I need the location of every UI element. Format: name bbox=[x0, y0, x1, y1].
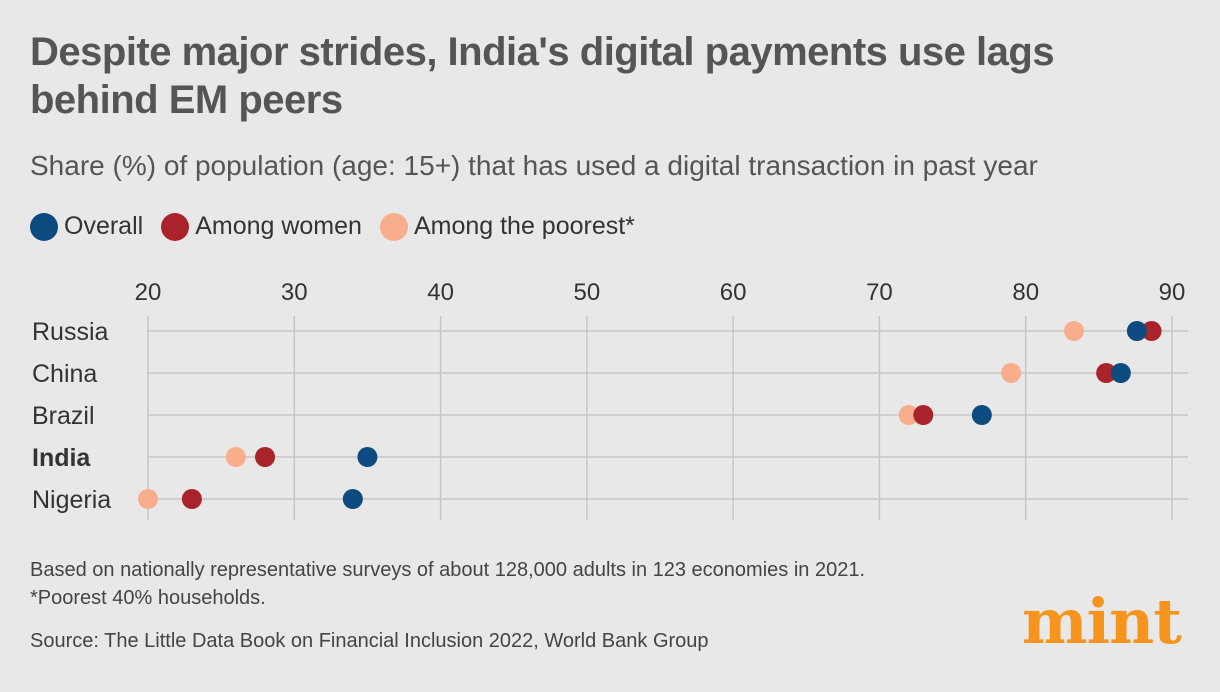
legend-label-poorest: Among the poorest* bbox=[413, 212, 635, 240]
x-tick-label-30: 30 bbox=[281, 279, 308, 306]
legend-swatch-poorest bbox=[379, 212, 408, 241]
x-tick-label-20: 20 bbox=[135, 279, 162, 306]
legend-label-overall: Overall bbox=[64, 212, 144, 240]
dot-plot-chart: 20 30 40 50 60 70 80 90 Russia China Brazil India Ni… bbox=[32, 279, 1188, 520]
dot-overall-india bbox=[357, 447, 378, 467]
dot-poorest-nigeria bbox=[138, 489, 158, 509]
legend-swatch-women bbox=[161, 212, 190, 241]
legend-item-women: Among women bbox=[161, 212, 362, 241]
x-tick-label-70: 70 bbox=[866, 279, 893, 306]
chart-title: Despite major strides, India's digital p… bbox=[30, 30, 1055, 122]
dot-overall-russia bbox=[1126, 321, 1147, 341]
footnote-line-2: *Poorest 40% households. bbox=[30, 587, 266, 609]
source-text: Source: The Little Data Book on Financia… bbox=[30, 630, 709, 652]
dot-women-nigeria bbox=[181, 489, 202, 509]
category-label-nigeria: Nigeria bbox=[32, 486, 111, 514]
footnote-line-1: Based on nationally representative surve… bbox=[30, 559, 865, 581]
dot-overall-china bbox=[1110, 363, 1131, 383]
legend-item-poorest: Among the poorest* bbox=[379, 212, 635, 241]
dot-overall-brazil bbox=[971, 405, 992, 425]
dot-women-china bbox=[1096, 363, 1117, 383]
legend-swatch-overall bbox=[30, 212, 58, 241]
dot-women-india bbox=[255, 447, 276, 467]
x-tick-label-40: 40 bbox=[427, 279, 454, 306]
x-tick-label-50: 50 bbox=[574, 279, 601, 306]
dot-poorest-brazil bbox=[898, 405, 919, 425]
x-tick-label-60: 60 bbox=[720, 279, 747, 306]
dot-poorest-india bbox=[225, 447, 246, 467]
category-label-india: India bbox=[32, 444, 91, 472]
x-tick-label-80: 80 bbox=[1012, 279, 1039, 306]
footnote: Based on nationally representative surve… bbox=[30, 556, 865, 612]
legend-item-overall: Overall bbox=[30, 212, 143, 241]
dot-poorest-china bbox=[1001, 363, 1022, 383]
category-label-brazil: Brazil bbox=[32, 402, 95, 430]
legend: Overall Among women Among the poorest* bbox=[30, 212, 653, 241]
category-label-russia: Russia bbox=[32, 318, 109, 346]
dot-women-brazil bbox=[913, 405, 934, 425]
mint-logo: mint bbox=[1022, 585, 1182, 658]
dot-overall-nigeria bbox=[342, 489, 363, 509]
chart-subtitle: Share (%) of population (age: 15+) that … bbox=[30, 150, 1038, 181]
legend-label-women: Among women bbox=[195, 212, 362, 240]
category-label-china: China bbox=[32, 360, 97, 388]
dot-women-russia bbox=[1141, 321, 1162, 341]
x-tick-label-90: 90 bbox=[1159, 279, 1186, 306]
dot-poorest-russia bbox=[1063, 321, 1084, 341]
